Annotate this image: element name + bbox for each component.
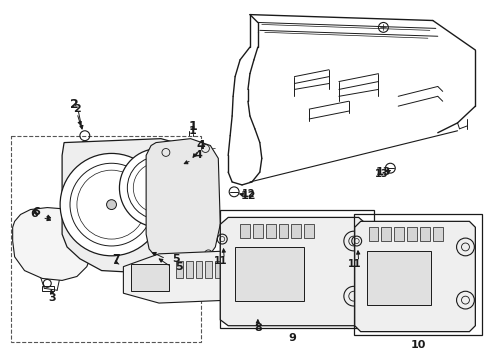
Bar [366, 251, 430, 305]
Bar [432, 227, 442, 241]
Bar [220, 210, 373, 328]
Text: 12: 12 [242, 189, 255, 199]
Text: 6: 6 [30, 210, 38, 220]
Bar [381, 227, 390, 241]
Text: 12: 12 [240, 191, 255, 201]
Text: 8: 8 [253, 323, 261, 333]
Bar [42, 286, 54, 291]
Bar [393, 227, 404, 241]
Bar [252, 224, 262, 238]
Bar [195, 261, 202, 278]
Text: 9: 9 [288, 333, 296, 342]
Polygon shape [354, 221, 474, 332]
Text: 1: 1 [188, 120, 197, 133]
Bar [368, 227, 378, 241]
Polygon shape [220, 217, 366, 326]
Bar [407, 227, 416, 241]
Bar [131, 264, 168, 291]
Bar [278, 224, 288, 238]
Text: 13: 13 [374, 169, 387, 179]
Bar [235, 247, 304, 301]
Bar [304, 224, 314, 238]
Bar [240, 224, 249, 238]
Circle shape [119, 148, 198, 227]
Text: 6: 6 [32, 207, 40, 216]
Text: 11: 11 [213, 256, 226, 266]
Bar [353, 215, 481, 334]
Text: 11: 11 [347, 259, 361, 269]
Polygon shape [146, 139, 220, 267]
Text: 4: 4 [194, 150, 202, 161]
Text: 3: 3 [48, 293, 56, 303]
Bar [419, 227, 429, 241]
Text: 7: 7 [112, 254, 120, 264]
Bar [225, 261, 232, 278]
Bar [291, 224, 301, 238]
Text: 10: 10 [409, 341, 425, 350]
Bar [265, 224, 275, 238]
Circle shape [106, 200, 116, 210]
Text: 5: 5 [175, 262, 182, 272]
Text: 13: 13 [375, 167, 390, 177]
Text: 5: 5 [172, 254, 179, 264]
Bar [175, 261, 183, 278]
Text: 2: 2 [73, 104, 81, 114]
Circle shape [60, 153, 163, 256]
Text: 2: 2 [69, 98, 78, 111]
Bar [215, 261, 222, 278]
Polygon shape [123, 251, 242, 303]
Polygon shape [13, 208, 97, 280]
Bar [185, 261, 192, 278]
Polygon shape [62, 139, 195, 274]
Circle shape [155, 184, 163, 192]
Bar [205, 261, 212, 278]
Text: 4: 4 [196, 139, 204, 152]
Text: 1: 1 [188, 126, 196, 136]
